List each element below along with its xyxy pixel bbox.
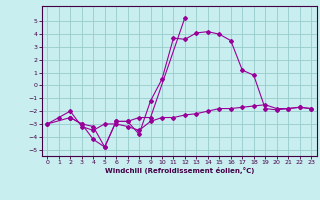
X-axis label: Windchill (Refroidissement éolien,°C): Windchill (Refroidissement éolien,°C) [105, 167, 254, 174]
